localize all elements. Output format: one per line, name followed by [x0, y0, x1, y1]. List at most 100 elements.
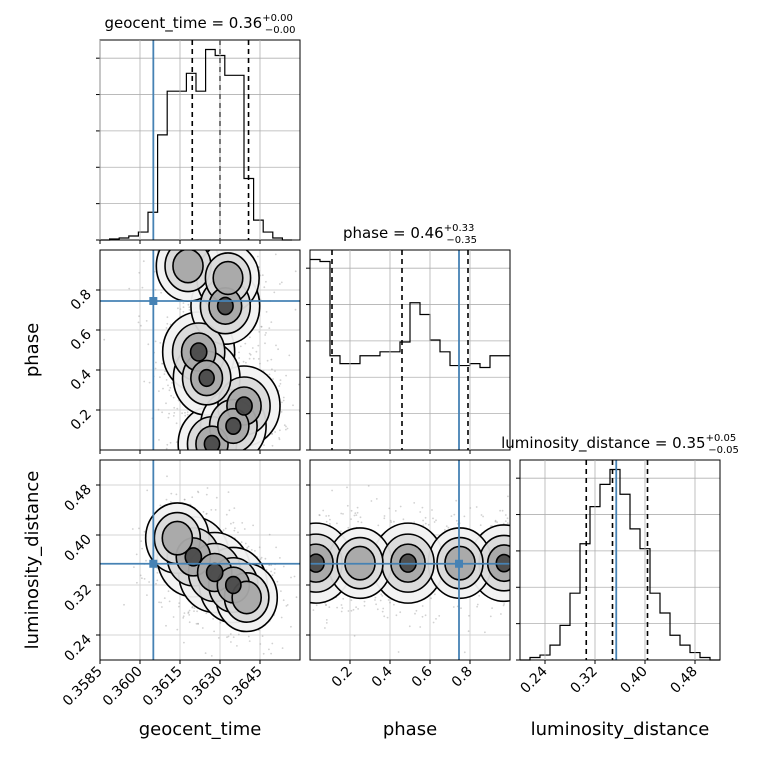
sample-point: [432, 517, 434, 520]
sample-point: [491, 607, 493, 609]
sample-point: [223, 490, 225, 492]
sample-point: [162, 471, 164, 473]
sample-point: [216, 474, 218, 476]
sample-point: [169, 501, 172, 503]
sample-point: [157, 480, 159, 482]
sample-point: [254, 550, 256, 552]
sample-point: [227, 466, 229, 468]
sample-point: [287, 616, 289, 618]
sample-point: [415, 609, 418, 612]
sample-point: [307, 536, 309, 538]
sample-point: [251, 494, 253, 496]
sample-point: [188, 609, 191, 612]
sample-point: [433, 521, 436, 523]
sample-point: [468, 614, 470, 617]
sample-point: [231, 465, 233, 467]
sample-point: [307, 601, 309, 603]
sample-point: [159, 376, 161, 379]
sample-point: [346, 486, 348, 489]
sample-point: [291, 591, 293, 593]
sample-point: [511, 582, 513, 584]
sample-point: [530, 579, 532, 581]
sample-point: [209, 454, 211, 456]
sample-point: [435, 618, 437, 620]
sample-point: [514, 542, 516, 544]
sample-point: [141, 577, 143, 580]
sample-point: [224, 466, 226, 468]
contour-level-3: [161, 520, 194, 556]
sample-point: [480, 514, 483, 516]
sample-point: [148, 381, 151, 384]
sample-point: [233, 529, 236, 532]
sample-point: [232, 521, 235, 524]
panel-frame: [99, 39, 301, 241]
sample-point: [283, 575, 285, 577]
sample-point: [325, 604, 327, 606]
sample-point: [216, 463, 218, 465]
sample-point: [325, 619, 328, 621]
sample-point: [180, 248, 182, 250]
sample-point: [249, 336, 251, 339]
sample-point: [281, 559, 283, 561]
sample-point: [206, 471, 208, 473]
sample-point: [494, 519, 497, 522]
sample-point: [290, 625, 292, 628]
sample-point: [159, 342, 162, 344]
sample-point: [183, 641, 185, 644]
sample-point: [214, 454, 216, 456]
sample-point: [187, 455, 189, 457]
sample-point: [244, 342, 247, 345]
sample-point: [329, 518, 331, 521]
sample-point: [189, 223, 191, 225]
sample-point: [166, 322, 169, 325]
hist-panel-phase: phase = 0.46+0.33 −0.35: [306, 223, 511, 451]
sample-point: [271, 433, 273, 435]
sample-point: [155, 361, 157, 364]
sample-point: [241, 522, 244, 524]
sample-point: [211, 456, 213, 458]
sample-point: [168, 412, 171, 415]
sample-point: [189, 473, 191, 475]
sample-point: [175, 216, 177, 218]
sample-point: [286, 590, 288, 592]
sample-point: [230, 463, 232, 465]
sample-point: [202, 511, 205, 513]
sample-point: [182, 310, 185, 313]
sample-point: [548, 504, 550, 506]
sample-point: [500, 613, 502, 615]
sample-point: [161, 411, 164, 414]
sample-point: [197, 490, 199, 493]
sample-point: [235, 455, 237, 457]
sample-point: [143, 226, 145, 228]
sample-point: [220, 227, 222, 229]
panel-content: [100, 216, 300, 503]
sample-point: [553, 582, 555, 584]
sample-point: [546, 489, 548, 491]
sample-point: [141, 286, 144, 289]
sample-point: [194, 501, 196, 503]
sample-point: [512, 590, 514, 592]
sample-point: [274, 253, 277, 256]
sample-point: [165, 379, 168, 381]
sample-point: [196, 455, 198, 457]
sample-point: [525, 566, 527, 568]
sample-point: [346, 504, 349, 507]
sample-point: [205, 513, 208, 515]
y-tick-label: 0.2: [68, 407, 95, 434]
sample-point: [184, 246, 186, 248]
sample-point: [531, 539, 533, 541]
sample-point: [302, 529, 304, 531]
sample-point: [188, 309, 191, 311]
sample-point: [193, 231, 195, 233]
sample-point: [264, 521, 266, 523]
sample-point: [265, 311, 268, 313]
sample-point: [516, 562, 518, 564]
sample-point: [295, 596, 298, 599]
sample-point: [522, 508, 524, 510]
sample-point: [168, 600, 171, 603]
sample-point: [232, 636, 235, 639]
truth-marker: [149, 559, 158, 568]
sample-point: [307, 569, 309, 571]
sample-point: [186, 411, 189, 413]
sample-point: [282, 565, 285, 568]
